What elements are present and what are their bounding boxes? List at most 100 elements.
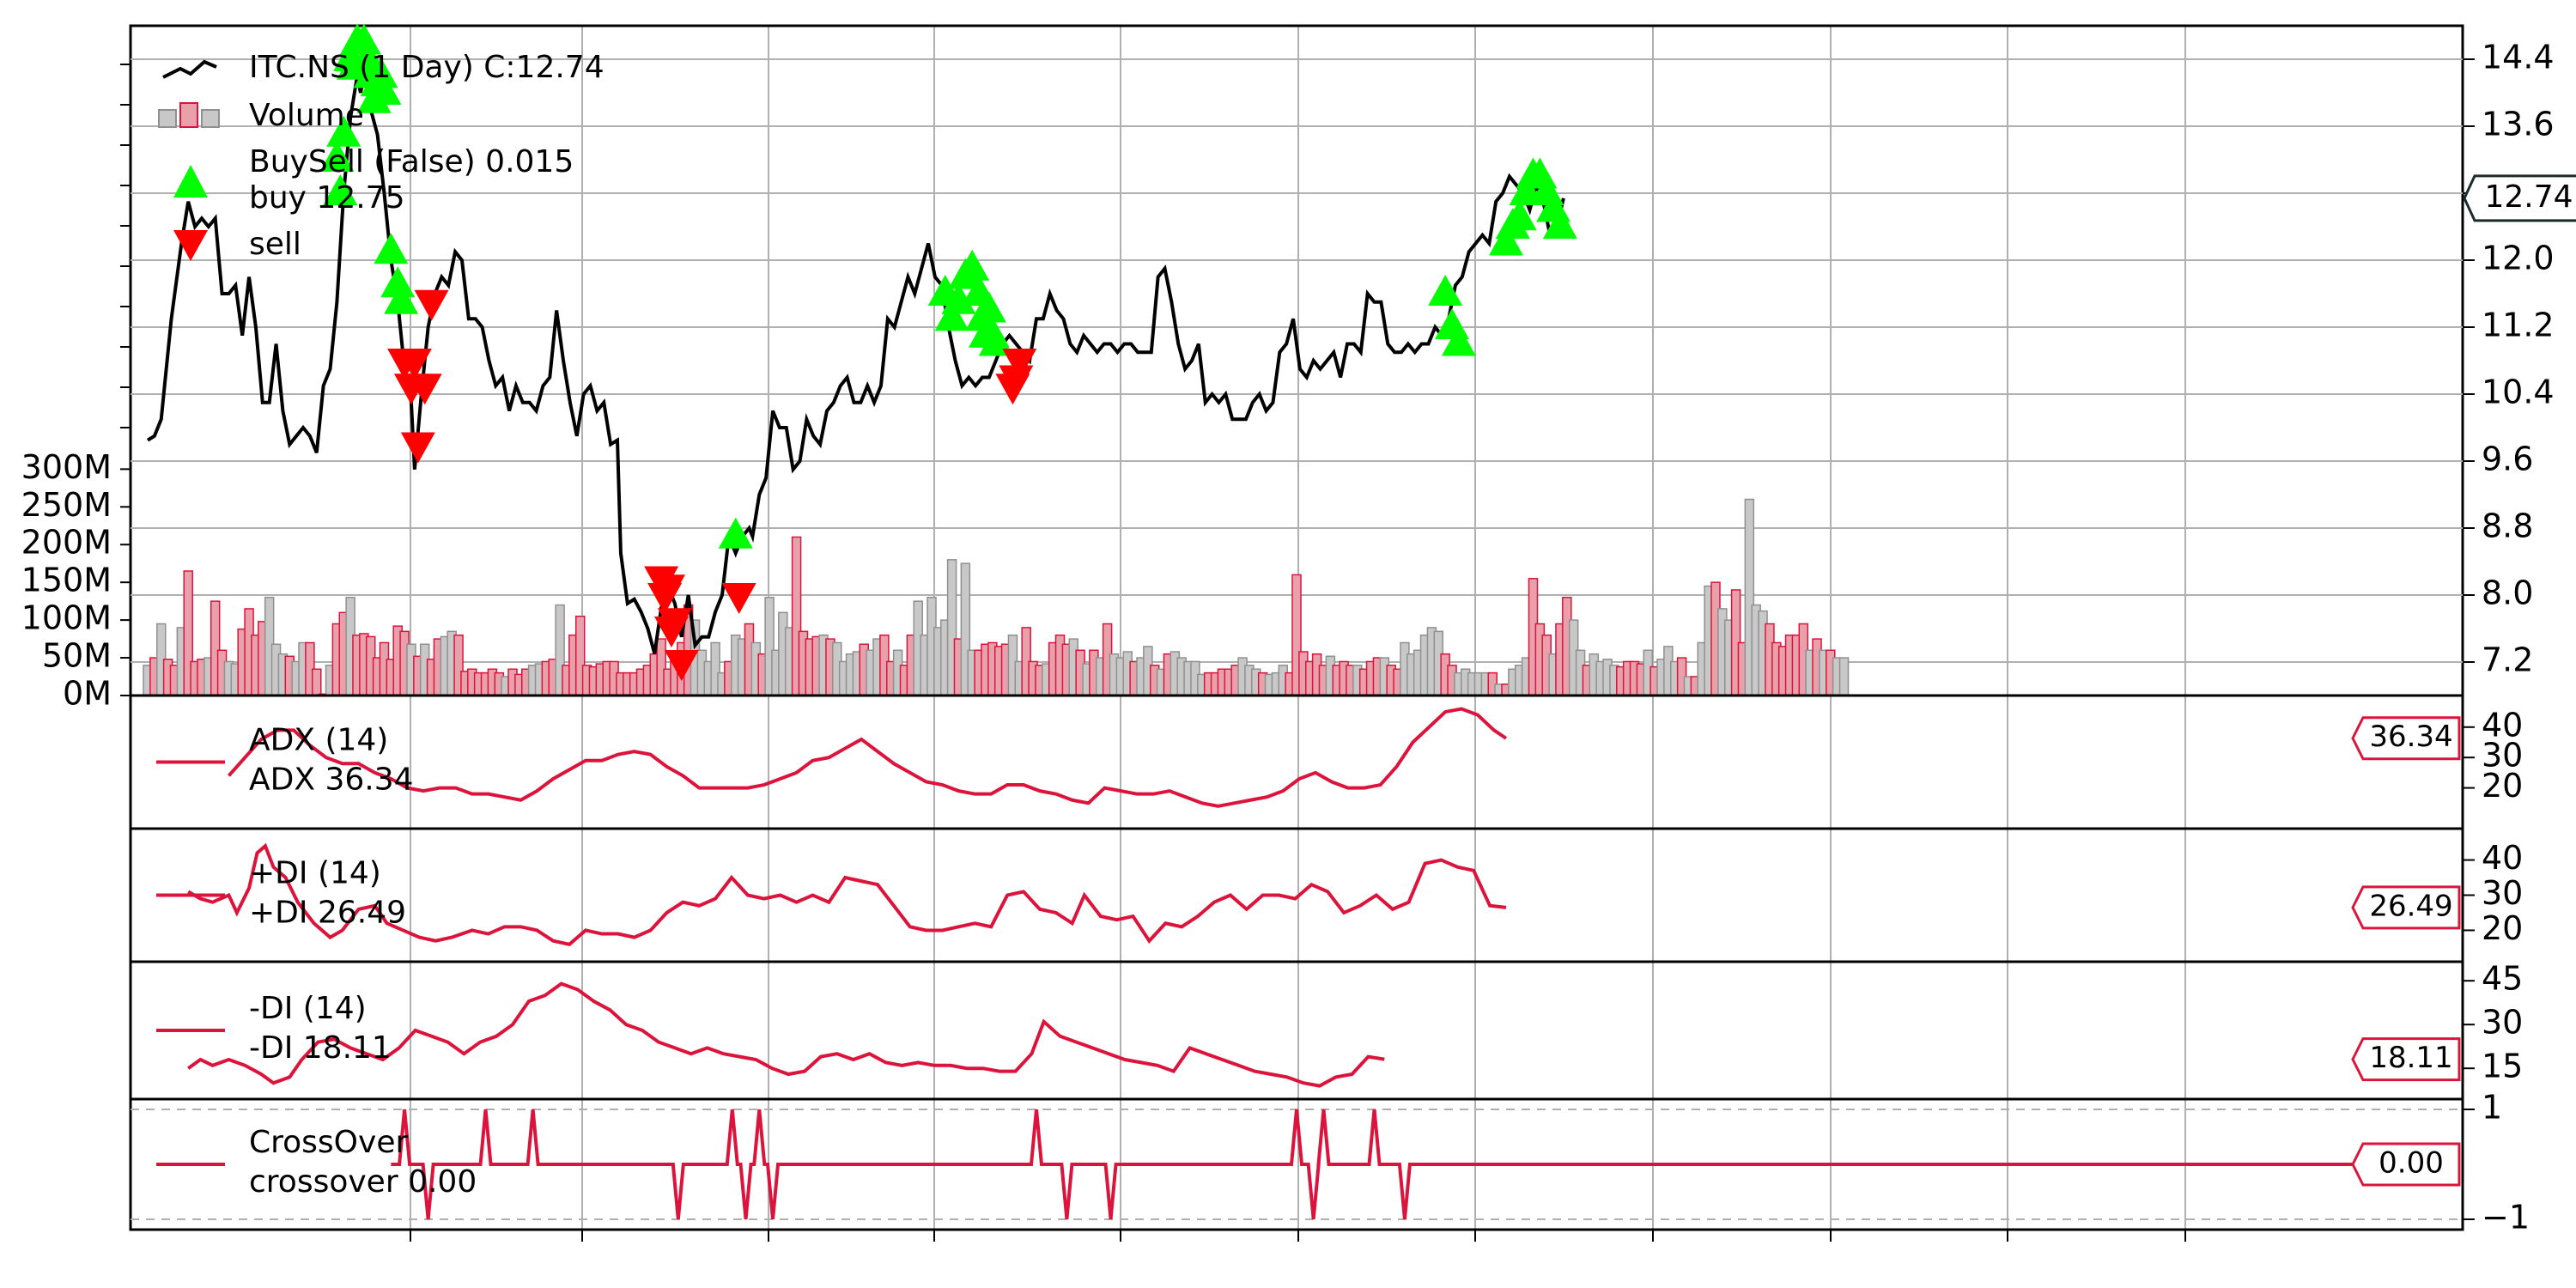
y-tick-label: −1 — [2482, 1199, 2530, 1236]
legend-buy-icon — [173, 165, 208, 197]
volume-bar — [1838, 657, 1850, 696]
y-tick-label: 0M — [63, 675, 112, 713]
y-tick-label: 30 — [2482, 737, 2523, 775]
legend-label: +DI 26.49 — [249, 896, 406, 931]
y-tick-label: 8.0 — [2482, 574, 2533, 612]
last-value-box — [2463, 174, 2576, 222]
buy-marker — [349, 40, 385, 71]
legend-label: Volume — [249, 98, 364, 133]
y-tick-label: 40 — [2482, 706, 2523, 744]
panel-frame — [129, 1097, 2464, 1231]
y-tick-label: 11.2 — [2482, 307, 2555, 344]
buy-marker — [955, 249, 990, 281]
y-tick-label: 20 — [2482, 767, 2523, 805]
last-value-box — [2351, 716, 2461, 761]
panel-minusdi: 15 30 45 -DI (14) -DI 18.11 18.11 — [129, 960, 2523, 1101]
legend-volume-icon — [179, 102, 198, 128]
last-value-label: 18.11 — [2369, 1041, 2452, 1075]
sell-marker — [664, 650, 699, 681]
legend-label: -DI (14) — [249, 991, 367, 1026]
y-tick-label: 20 — [2482, 909, 2523, 947]
legend-label: crossover 0.00 — [249, 1164, 477, 1200]
last-value-box — [2351, 885, 2461, 930]
sell-marker — [657, 608, 692, 640]
buy-marker — [1428, 275, 1463, 306]
buy-marker — [971, 291, 1006, 323]
y-tick-label: 14.4 — [2482, 39, 2555, 76]
y-tick-label: 8.8 — [2482, 507, 2533, 545]
sell-marker — [414, 289, 449, 321]
y-tick-label: 10.4 — [2482, 374, 2555, 411]
price-line — [146, 58, 1565, 654]
legend-label: buy 12.75 — [249, 180, 404, 216]
legend-label: ADX (14) — [249, 723, 388, 758]
y-tick-label: 30 — [2482, 1004, 2523, 1042]
y-tick-label: 12.0 — [2482, 240, 2555, 277]
legend-volume-icon — [201, 109, 220, 128]
y-tick-label: 40 — [2482, 839, 2523, 877]
y-tick-label: 9.6 — [2482, 440, 2533, 478]
legend-label: ADX 36.34 — [249, 762, 414, 798]
legend-label: ITC.NS (1 Day) C:12.74 — [249, 50, 605, 85]
buy-marker — [326, 115, 361, 147]
buy-marker — [374, 233, 409, 264]
y-tick-label: 250M — [21, 486, 112, 524]
y-tick-label: 100M — [21, 599, 112, 637]
panel-price: 7.28.08.89.610.411.212.012.813.614.40M50… — [21, 23, 2576, 713]
buy-marker — [1488, 224, 1523, 256]
adx-line — [227, 707, 1508, 808]
buy-marker — [934, 300, 969, 331]
y-tick-label: 7.2 — [2482, 641, 2533, 679]
y-tick-label: 15 — [2482, 1048, 2523, 1085]
legend-sell-icon — [173, 230, 208, 261]
y-tick-label: 300M — [21, 448, 112, 486]
last-value-label: 12.74 — [2484, 179, 2573, 215]
y-tick-label: 1 — [2482, 1089, 2502, 1127]
buy-marker — [380, 266, 416, 298]
y-tick-label: 200M — [21, 524, 112, 562]
legend-label: BuySell (False) 0.015 — [249, 144, 574, 179]
minusdi-line — [187, 981, 1385, 1088]
last-value-label: 36.34 — [2369, 720, 2452, 754]
buy-marker — [941, 283, 976, 314]
legend-label: sell — [249, 227, 301, 262]
buy-marker — [363, 57, 398, 88]
sell-marker — [999, 365, 1034, 397]
buy-marker — [319, 141, 355, 172]
last-value-box — [2351, 1037, 2461, 1082]
sell-marker — [397, 349, 432, 380]
buy-marker — [1542, 208, 1577, 239]
buy-marker — [978, 325, 1013, 356]
buy-marker — [1502, 199, 1537, 231]
legend-label: CrossOver — [249, 1125, 408, 1160]
buy-marker — [384, 283, 419, 314]
buy-marker — [346, 23, 381, 55]
y-tick-label: 30 — [2482, 874, 2523, 912]
legend-line-icon — [162, 59, 217, 79]
y-tick-label: 13.6 — [2482, 106, 2555, 143]
buy-marker — [718, 517, 753, 549]
volume-bar — [312, 668, 322, 696]
y-tick-label: 150M — [21, 562, 112, 599]
buy-marker — [323, 174, 358, 205]
last-value-label: 0.00 — [2379, 1146, 2444, 1181]
buy-marker — [337, 48, 372, 80]
y-tick-label: 50M — [42, 637, 112, 675]
plusdi-line — [187, 842, 1507, 946]
panel-crossover: −1 1 CrossOver crossover 0.00 0.00 — [129, 1089, 2530, 1236]
last-value-label: 26.49 — [2369, 889, 2452, 923]
legend-label: +DI (14) — [249, 856, 381, 891]
sell-marker — [651, 574, 686, 606]
legend-volume-icon — [158, 109, 177, 128]
buy-marker — [367, 74, 402, 105]
crossover-line — [391, 1109, 2428, 1220]
sell-marker — [721, 583, 756, 614]
y-tick-label: 45 — [2482, 960, 2523, 998]
buy-marker — [1441, 325, 1476, 356]
sell-marker — [400, 432, 435, 464]
last-value-box — [2351, 1142, 2461, 1187]
sell-marker — [1002, 349, 1037, 380]
